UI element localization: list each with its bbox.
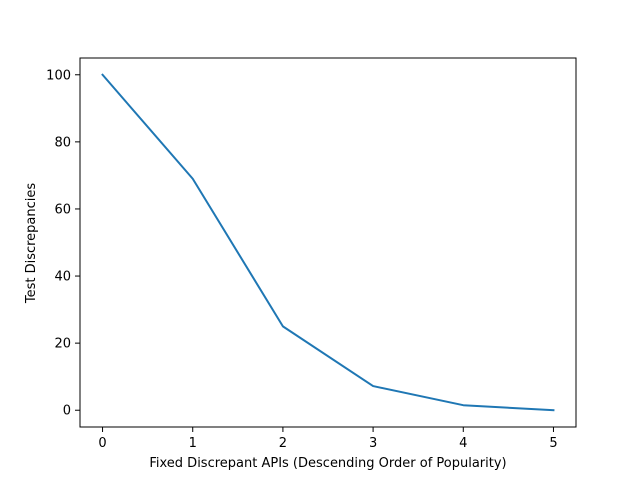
plot-frame	[79, 57, 577, 428]
x-tick-label: 3	[369, 436, 377, 451]
y-axis-ticks: 0 20 40 60 80 100	[46, 68, 80, 419]
x-tick-label: 5	[549, 436, 557, 451]
y-tick-label: 40	[54, 270, 71, 285]
y-tick-label: 100	[46, 68, 71, 83]
x-axis-ticks: 0 1 2 3 4 5	[98, 427, 558, 451]
y-tick-label: 20	[54, 337, 71, 352]
x-axis-label: Fixed Discrepant APIs (Descending Order …	[149, 456, 506, 471]
y-axis-label: Test Discrepancies	[24, 183, 39, 305]
y-tick-label: 60	[54, 202, 71, 217]
x-tick-label: 1	[189, 436, 197, 451]
x-tick-label: 0	[98, 436, 106, 451]
y-tick-label: 80	[54, 135, 71, 150]
series-line-0	[101, 73, 555, 412]
x-tick-label: 4	[459, 436, 467, 451]
y-tick-label: 0	[63, 404, 71, 419]
x-tick-label: 2	[279, 436, 287, 451]
series-layer	[101, 73, 555, 412]
